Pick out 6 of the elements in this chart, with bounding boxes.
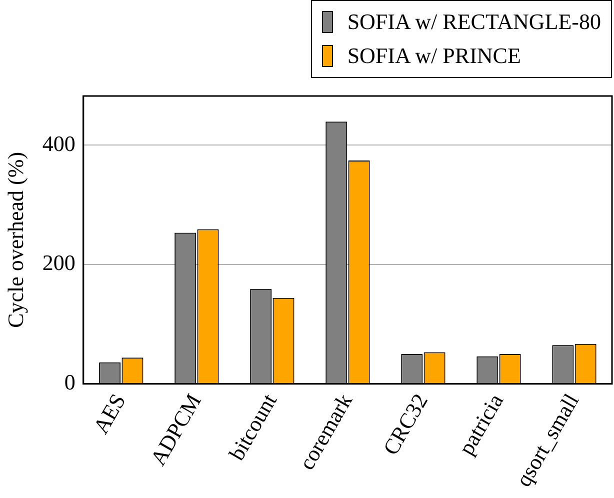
y-tick-label: 400 xyxy=(42,130,76,156)
y-tick-label: 0 xyxy=(64,370,76,395)
legend-label: SOFIA w/ PRINCE xyxy=(347,42,521,70)
y-axis-title: Cycle overhead (%) xyxy=(2,152,28,328)
y-tick-label: 200 xyxy=(42,250,76,276)
legend-label: SOFIA w/ RECTANGLE-80 xyxy=(347,8,601,36)
